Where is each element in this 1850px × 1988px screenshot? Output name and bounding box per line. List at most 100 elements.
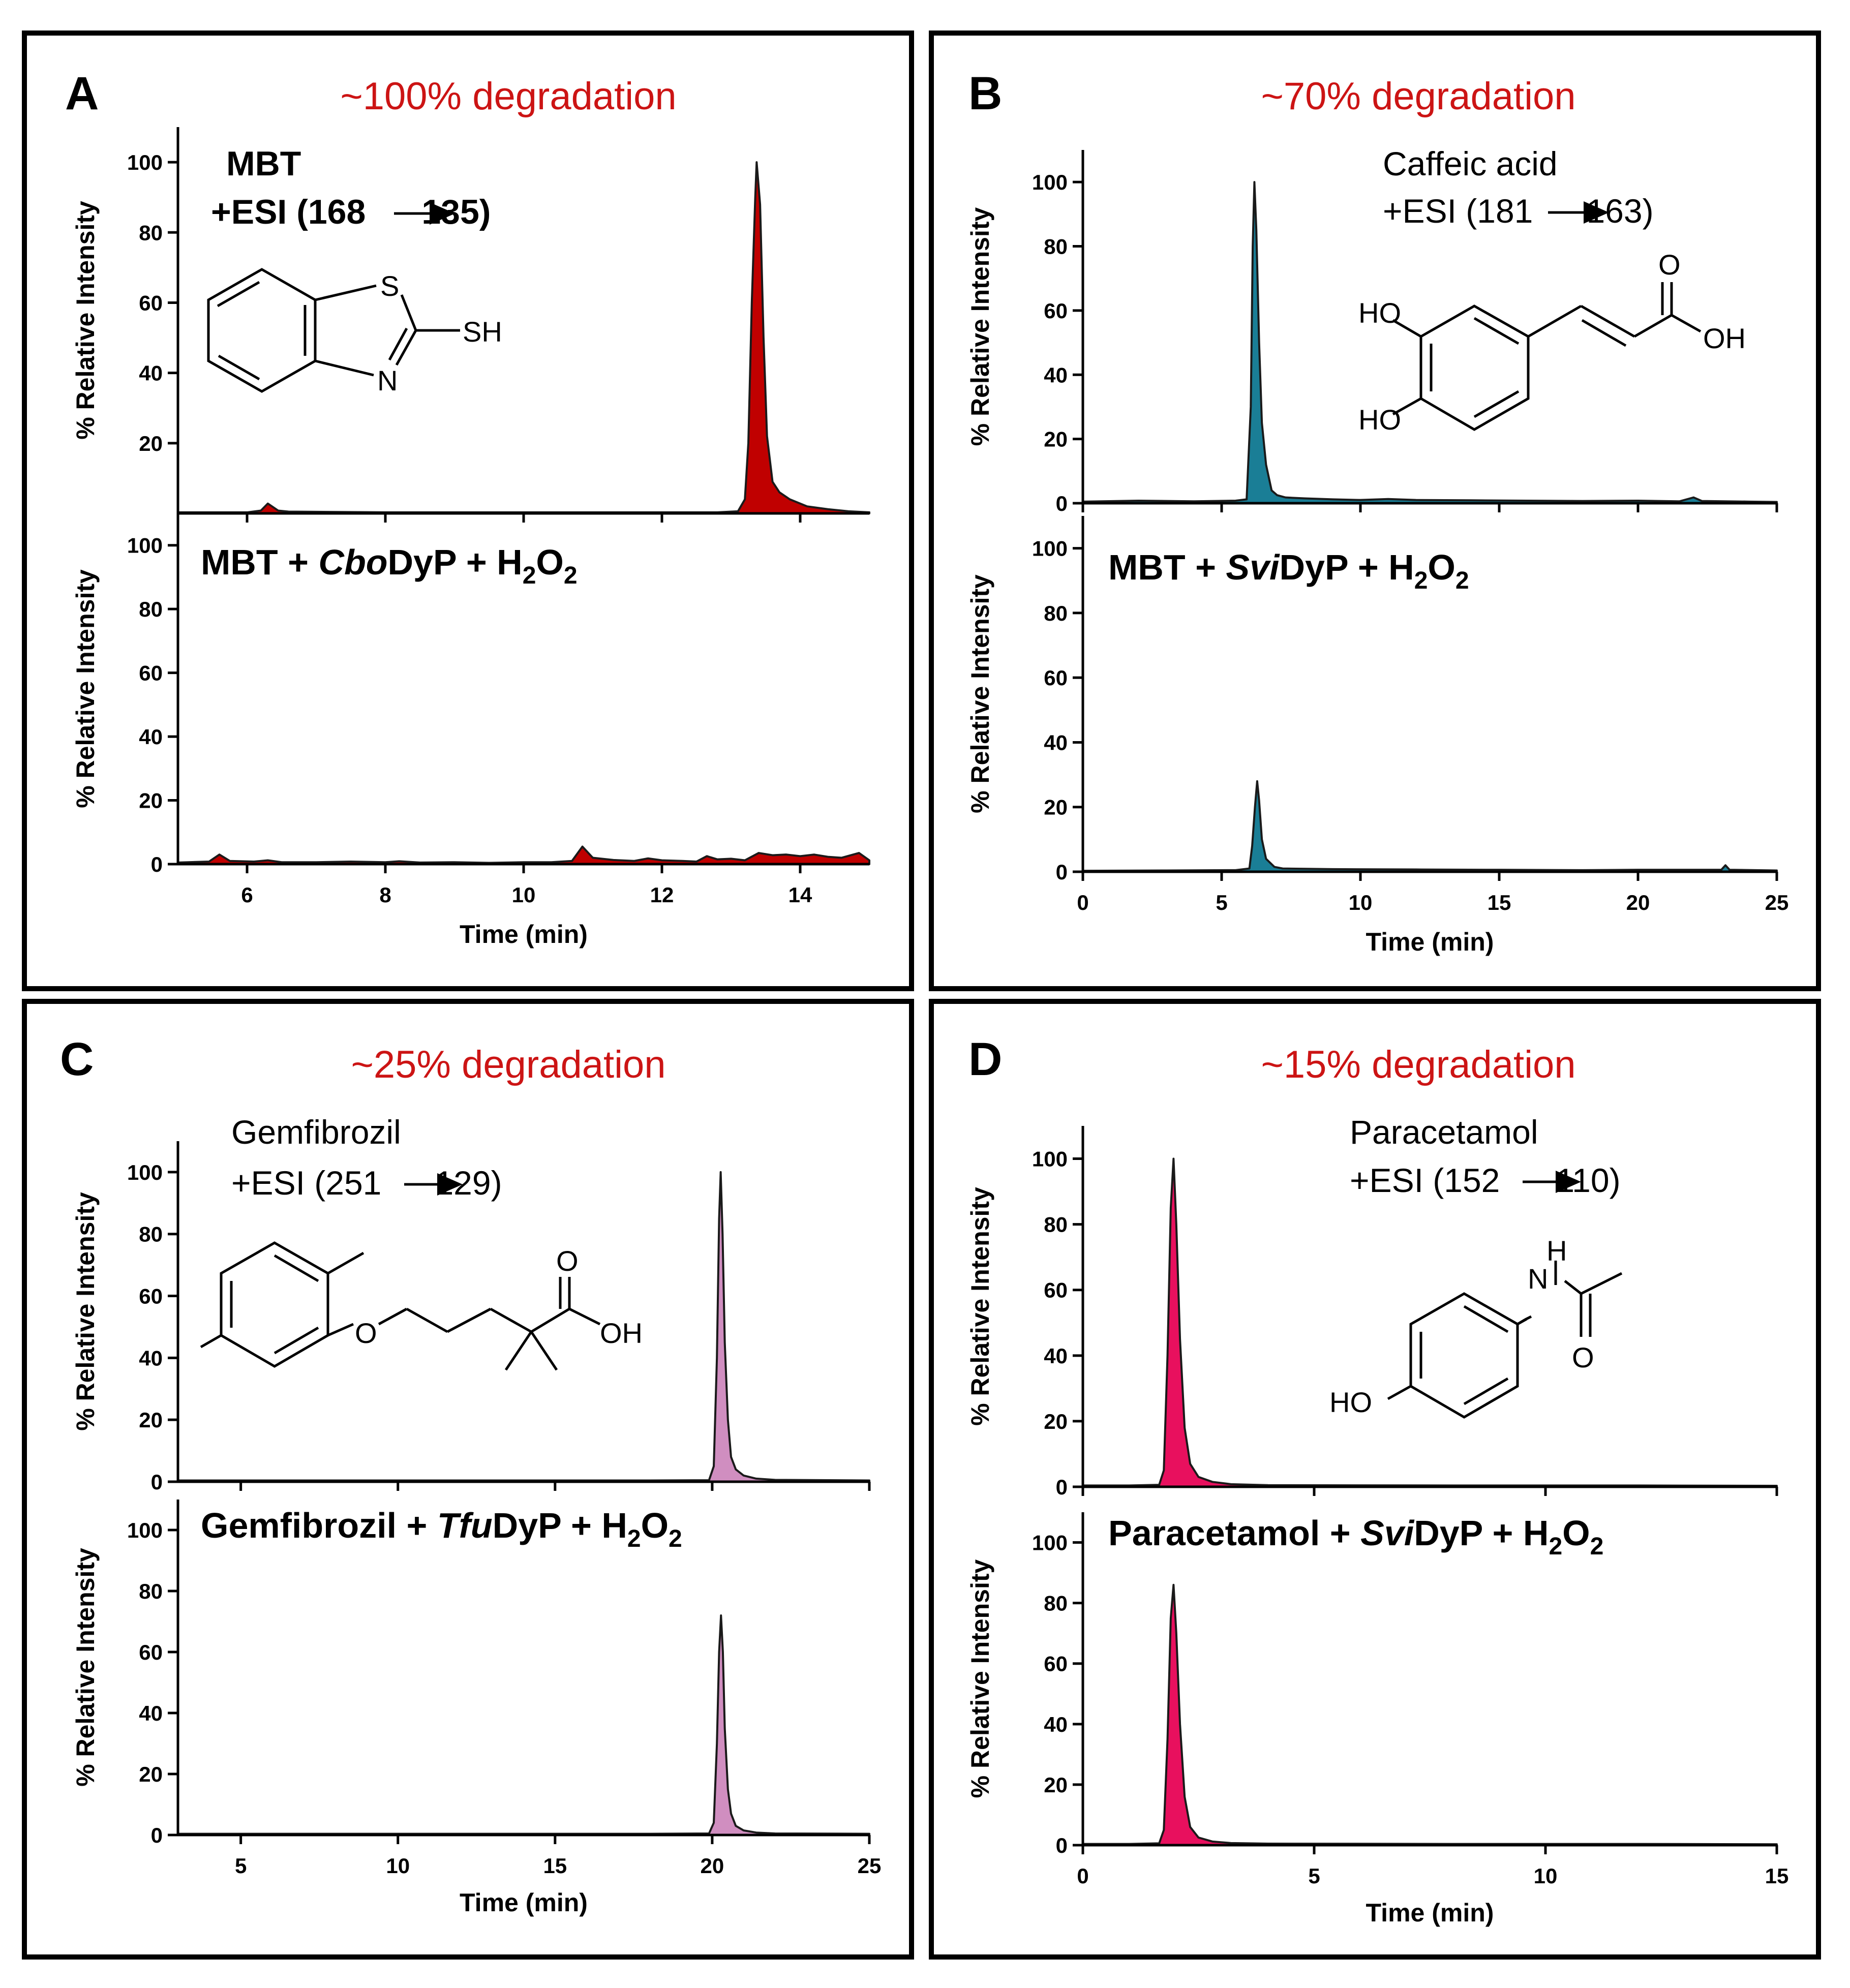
- panel-d-transition: +ESI (152 110): [1350, 1161, 1621, 1199]
- paracetamol-ho-label: HO: [1329, 1386, 1372, 1418]
- panel-c-bottom-y-tick-label: 60: [139, 1640, 163, 1664]
- panel-b-transition: +ESI (181 163): [1383, 192, 1654, 230]
- caffeic-ho-bottom-label: HO: [1358, 404, 1401, 436]
- panel-b-bottom-trace: [1082, 780, 1778, 873]
- panel-b-arrow-icon: [1548, 201, 1609, 224]
- panel-c-top-y-tick-label: 40: [139, 1346, 163, 1370]
- panel-a-bottom-y-tick-label: 0: [151, 852, 163, 876]
- panel-d-letter: D: [968, 1033, 1002, 1085]
- panel-d-bottom-y-tick-label: 20: [1044, 1773, 1068, 1797]
- panel-d-paracetamol-structure: H N HO O: [1329, 1235, 1623, 1419]
- panel-a-bottom-y-tick-label: 60: [139, 661, 163, 685]
- panel-b-bottom-y-tick-label: 100: [1032, 537, 1068, 561]
- panel-a-x-axis-title: Time (min): [460, 920, 588, 949]
- gemfibrozil-oh-label: OH: [600, 1317, 643, 1349]
- panel-d-top-y-tick-label: 80: [1044, 1213, 1068, 1237]
- panel-b-caffeic-structure: HO HO O OH: [1358, 249, 1746, 436]
- panel-a-border: [22, 30, 914, 991]
- panel-c-border: [22, 999, 914, 1960]
- panel-a-bottom-y-tick-label: 100: [127, 534, 163, 558]
- panel-a-x-tick-label: 12: [650, 883, 674, 907]
- panel-d-top-y-axis-title: % Relative Intensity: [966, 1187, 994, 1426]
- panel-d-bottom-y-axis-title: % Relative Intensity: [966, 1559, 994, 1798]
- panel-a-x-tick-label: 6: [241, 883, 253, 907]
- panel-c-top-y-tick-label: 0: [151, 1470, 163, 1494]
- paracetamol-h-label: H: [1546, 1235, 1567, 1267]
- panel-b-top-y-axis-title: % Relative Intensity: [966, 207, 994, 446]
- panel-b-top-y-tick-label: 20: [1044, 427, 1068, 451]
- panel-c-bottom-y-tick-label: 40: [139, 1701, 163, 1725]
- panel-c-degradation: ~25% degradation: [351, 1043, 665, 1086]
- panel-d-x-axis-title: Time (min): [1366, 1899, 1494, 1927]
- panel-b-top-y-tick-label: 100: [1032, 170, 1068, 194]
- panel-c-x-tick-label: 5: [235, 1854, 247, 1878]
- panel-a-arrow-icon: [394, 202, 455, 225]
- panel-d-treated-label: Paracetamol + SviDyP + H2O2: [1108, 1513, 1603, 1560]
- panel-a-top-y-tick-label: 40: [139, 361, 163, 385]
- panel-d-arrow-icon: [1523, 1171, 1581, 1193]
- panel-c-transition: +ESI (251 129): [231, 1164, 502, 1202]
- panel-b-bottom-y-tick-label: 40: [1044, 730, 1068, 754]
- panel-a-x-tick-label: 14: [788, 883, 812, 907]
- panel-c-bottom-y-axis-title: % Relative Intensity: [71, 1548, 100, 1787]
- panel-c-top-y-tick-label: 60: [139, 1284, 163, 1308]
- panel-b-degradation: ~70% degradation: [1261, 75, 1575, 118]
- gemfibrozil-o-ether-label: O: [355, 1317, 377, 1349]
- panel-c-x-tick-label: 15: [543, 1854, 567, 1878]
- panel-b-border: [929, 30, 1821, 991]
- panel-d-bottom-y-tick-label: 60: [1044, 1652, 1068, 1676]
- panel-a-treated-label: MBT + CboDyP + H2O2: [201, 542, 578, 589]
- panel-b-x-axis-title: Time (min): [1366, 928, 1494, 956]
- panel-a-bottom-trace: [177, 845, 870, 865]
- panel-d-top-y-tick-label: 40: [1044, 1344, 1068, 1368]
- panel-a-top-y-tick-label: 100: [127, 150, 163, 174]
- panel-b-letter: B: [968, 68, 1002, 119]
- caffeic-ho-top-label: HO: [1358, 297, 1401, 329]
- mbt-sh-label: SH: [463, 316, 502, 348]
- panel-d-x-tick-label: 0: [1077, 1864, 1088, 1888]
- panel-d-top-y-tick-label: 100: [1032, 1147, 1068, 1171]
- panel-a-labels: A ~100% degradation MBT +ESI (168 135) MB…: [65, 68, 677, 589]
- panel-b-x-tick-label: 20: [1626, 891, 1650, 914]
- panel-c-gemfibrozil-structure: O O OH: [200, 1241, 643, 1371]
- gemfibrozil-o-label: O: [556, 1245, 579, 1277]
- panel-b-labels: B ~70% degradation Caffeic acid +ESI (18…: [968, 68, 1654, 594]
- panel-a-degradation: ~100% degradation: [340, 75, 676, 118]
- panel-b-top-trace: [1082, 181, 1778, 504]
- panel-c-compound: Gemfibrozil: [231, 1113, 401, 1151]
- panel-d-x-tick-label: 15: [1765, 1864, 1789, 1888]
- panel-c-letter: C: [60, 1033, 94, 1085]
- panel-c-bottom-y-tick-label: 20: [139, 1762, 163, 1786]
- panel-d-bottom-y-tick-label: 80: [1044, 1592, 1068, 1615]
- panel-c-arrow-icon: [404, 1173, 463, 1196]
- panel-d-top-y-tick-label: 20: [1044, 1410, 1068, 1433]
- panel-d-degradation: ~15% degradation: [1261, 1043, 1575, 1086]
- panel-b-treated-label: MBT + SviDyP + H2O2: [1108, 547, 1469, 594]
- panel-d-top-trace: [1082, 1157, 1778, 1488]
- panel-a-top-y-tick-label: 60: [139, 291, 163, 315]
- panel-a-top-y-tick-label: 80: [139, 221, 163, 244]
- panel-a-mbt-structure: S SH N: [207, 268, 502, 396]
- panel-d-x-tick-label: 5: [1308, 1864, 1320, 1888]
- panel-b-x-tick-label: 10: [1349, 891, 1373, 914]
- panel-b-bottom-y-tick-label: 0: [1056, 860, 1068, 884]
- panel-a-bottom-y-tick-label: 80: [139, 597, 163, 621]
- caffeic-o-label: O: [1658, 249, 1681, 281]
- panel-b-x-tick-label: 15: [1488, 891, 1511, 914]
- panel-d-bottom-y-tick-label: 0: [1056, 1833, 1068, 1857]
- mbt-s-label: S: [380, 270, 399, 302]
- panel-d-bottom-y-tick-label: 100: [1032, 1531, 1068, 1555]
- panel-d-border: [929, 999, 1821, 1960]
- caffeic-oh-label: OH: [1703, 322, 1746, 354]
- panel-d-compound: Paracetamol: [1350, 1113, 1538, 1151]
- panel-a-x-tick-label: 10: [512, 883, 536, 907]
- panel-c-x-tick-label: 10: [386, 1854, 410, 1878]
- panel-b-x-tick-label: 5: [1216, 891, 1227, 914]
- panel-c-treated-label: Gemfibrozil + TfuDyP + H2O2: [201, 1506, 682, 1552]
- panel-b-bottom-y-tick-label: 80: [1044, 601, 1068, 625]
- panel-b-top-y-tick-label: 40: [1044, 363, 1068, 387]
- panel-a-top-trace: [177, 161, 870, 514]
- mbt-n-label: N: [377, 364, 398, 396]
